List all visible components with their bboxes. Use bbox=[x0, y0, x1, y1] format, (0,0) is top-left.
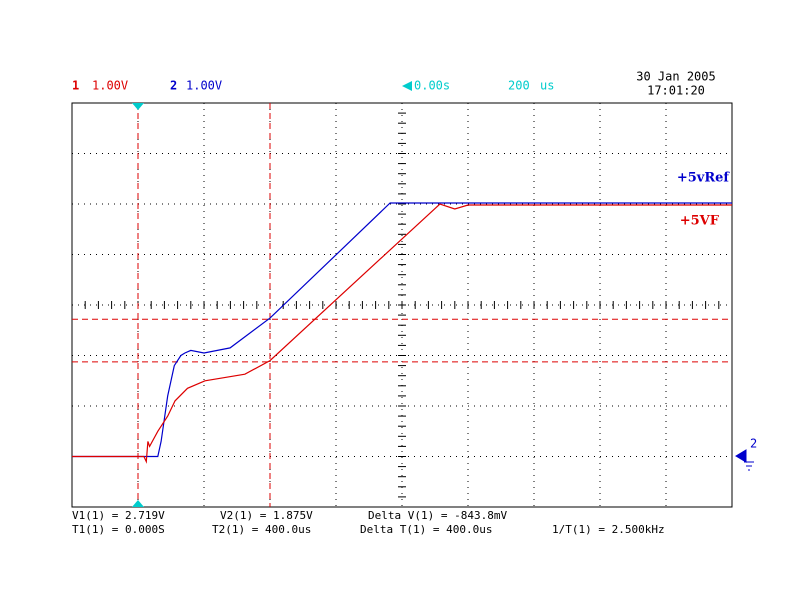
measure: V2(1) = 1.875V bbox=[220, 509, 313, 522]
ch1-scale: 1.00V bbox=[92, 79, 128, 93]
legend-vf: +5VF bbox=[680, 214, 720, 229]
grid bbox=[71, 102, 733, 508]
measure: 1/T(1) = 2.500kHz bbox=[552, 523, 665, 536]
timebase: 200 bbox=[508, 79, 530, 93]
measure: Delta T(1) = 400.0us bbox=[360, 523, 492, 536]
ch1-label: 1 bbox=[72, 79, 79, 93]
trace bbox=[72, 203, 732, 464]
measure: T1(1) = 0.000S bbox=[72, 523, 165, 536]
measure: T2(1) = 400.0us bbox=[212, 523, 311, 536]
delay: 0.00s bbox=[414, 79, 450, 93]
ground-marker bbox=[735, 449, 754, 471]
timebase-unit: us bbox=[540, 79, 554, 93]
ground-channel: 2 bbox=[750, 437, 757, 451]
measure: V1(1) = 2.719V bbox=[72, 509, 165, 522]
ch2-label: 2 bbox=[170, 79, 177, 93]
measure: Delta V(1) = -843.8mV bbox=[368, 509, 507, 522]
legend-ref: +5vRef bbox=[677, 171, 731, 186]
ch2-scale: 1.00V bbox=[186, 79, 222, 93]
trace bbox=[72, 202, 732, 458]
delay-arrow bbox=[402, 81, 412, 91]
time: 17:01:20 bbox=[647, 84, 705, 98]
plot bbox=[72, 103, 732, 507]
date: 30 Jan 2005 bbox=[636, 70, 715, 84]
